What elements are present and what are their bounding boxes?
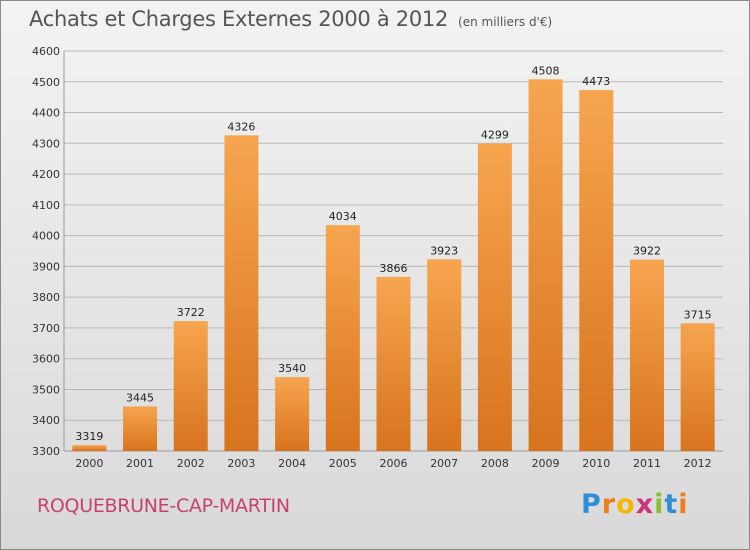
bar <box>173 321 208 451</box>
y-tick-label: 3500 <box>32 383 60 396</box>
y-tick-label: 4400 <box>32 107 60 120</box>
bar <box>579 90 614 452</box>
y-tick-label: 3700 <box>32 322 60 335</box>
x-tick-label: 2001 <box>126 457 154 470</box>
bar-value-label: 4473 <box>582 75 610 88</box>
bar-value-label: 3445 <box>126 391 154 404</box>
bar <box>224 135 259 452</box>
x-tick-label: 2004 <box>278 457 306 470</box>
title-text: Achats et Charges Externes 2000 à 2012 <box>29 7 449 31</box>
bar-value-label: 4299 <box>481 129 509 142</box>
commune-name: ROQUEBRUNE-CAP-MARTIN <box>37 495 290 517</box>
y-tick-label: 3600 <box>32 353 60 366</box>
bar-value-label: 4508 <box>532 64 560 77</box>
y-tick-label: 4300 <box>32 137 60 150</box>
bar-value-label: 3540 <box>278 362 306 375</box>
logo-letter: x <box>635 489 655 520</box>
logo-letter: t <box>664 489 679 520</box>
logo-letter: o <box>616 489 636 520</box>
proxiti-logo: Proxiti <box>581 489 689 520</box>
x-tick-label: 2007 <box>430 457 458 470</box>
bar-value-label: 3923 <box>430 244 458 257</box>
bar <box>680 323 715 451</box>
y-tick-label: 4600 <box>32 45 60 58</box>
y-tick-label: 4100 <box>32 199 60 212</box>
bar <box>275 377 310 451</box>
bar <box>72 445 107 451</box>
bar-value-label: 4326 <box>227 120 255 133</box>
chart-title: Achats et Charges Externes 2000 à 2012 (e… <box>29 7 552 31</box>
y-tick-label: 3900 <box>32 260 60 273</box>
chart-subtitle: (en milliers d'€) <box>458 15 553 29</box>
bar-value-label: 3722 <box>177 306 205 319</box>
bar <box>123 406 158 451</box>
bar <box>528 79 563 452</box>
logo-letter: i <box>678 489 689 520</box>
y-tick-label: 4000 <box>32 230 60 243</box>
y-tick-label: 3800 <box>32 291 60 304</box>
x-tick-label: 2012 <box>684 457 712 470</box>
bar-value-label: 3866 <box>380 262 408 275</box>
x-tick-label: 2010 <box>582 457 610 470</box>
y-tick-label: 4200 <box>32 168 60 181</box>
x-tick-label: 2002 <box>177 457 205 470</box>
bar-value-label: 3319 <box>75 430 103 443</box>
bar-value-label: 4034 <box>329 210 357 223</box>
bar <box>427 259 462 451</box>
y-tick-label: 3300 <box>32 445 60 458</box>
x-tick-label: 2006 <box>380 457 408 470</box>
bar <box>376 276 411 451</box>
x-tick-label: 2011 <box>633 457 661 470</box>
logo-letter: i <box>654 489 665 520</box>
logo-letter: P <box>581 489 602 520</box>
bar <box>325 225 360 451</box>
y-tick-label: 3400 <box>32 414 60 427</box>
x-tick-label: 2005 <box>329 457 357 470</box>
x-tick-label: 2003 <box>227 457 255 470</box>
bar-value-label: 3922 <box>633 245 661 258</box>
bar <box>629 259 664 451</box>
x-tick-label: 2000 <box>75 457 103 470</box>
x-tick-label: 2009 <box>532 457 560 470</box>
x-tick-label: 2008 <box>481 457 509 470</box>
logo-letter: r <box>601 489 617 520</box>
bar <box>477 143 512 451</box>
bar-value-label: 3715 <box>684 308 712 321</box>
y-tick-label: 4500 <box>32 76 60 89</box>
